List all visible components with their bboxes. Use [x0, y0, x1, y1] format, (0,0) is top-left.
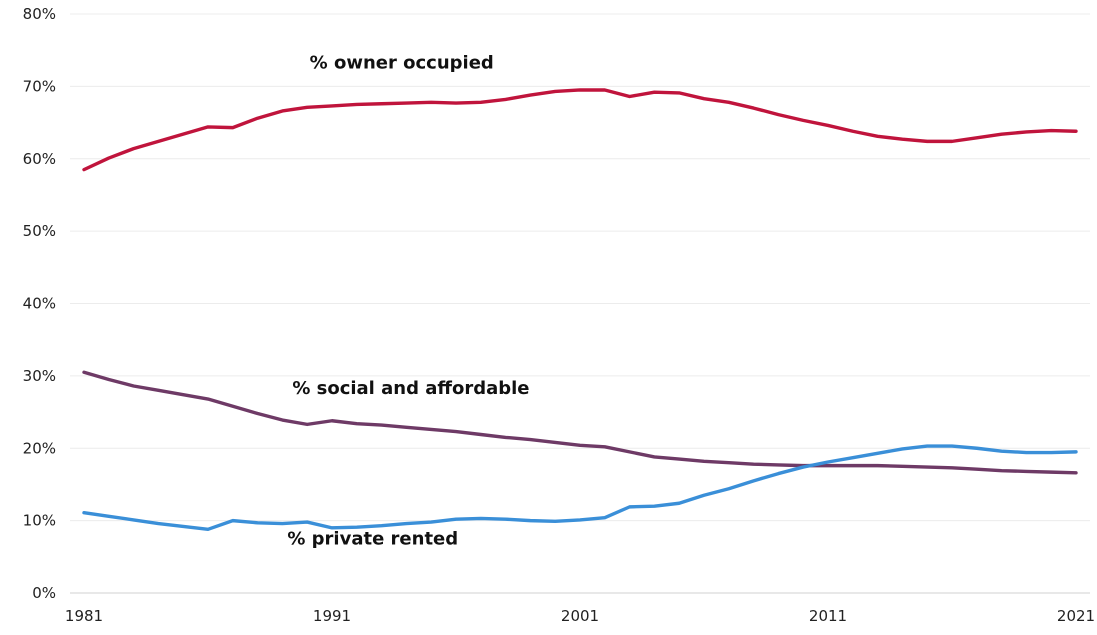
- x-tick-label: 2021: [1057, 607, 1095, 625]
- y-tick-label: 0%: [32, 584, 56, 602]
- series-lines: [82, 88, 1078, 532]
- series-label-private-rented: % private rented: [287, 529, 458, 550]
- series-label-social-and-affordable: % social and affordable: [292, 378, 529, 399]
- x-tick-label: 2011: [809, 607, 847, 625]
- y-axis-tick-labels: 0% 10% 20% 30% 40% 50% 60% 70% 80%: [23, 5, 56, 602]
- y-tick-label: 60%: [23, 150, 56, 168]
- y-tick-label: 20%: [23, 439, 56, 457]
- series-line-private-rented: [82, 444, 1078, 532]
- y-tick-label: 40%: [23, 295, 56, 313]
- x-tick-label: 1991: [313, 607, 351, 625]
- y-tick-label: 80%: [23, 5, 56, 23]
- y-tick-label: 30%: [23, 367, 56, 385]
- y-tick-label: 50%: [23, 222, 56, 240]
- series-line-social-and-affordable: [82, 370, 1078, 475]
- x-tick-label: 1981: [65, 607, 103, 625]
- series-line-owner-occupied: [82, 88, 1078, 172]
- x-axis-tick-labels: 1981 1991 2001 2011 2021: [65, 607, 1095, 625]
- y-tick-label: 10%: [23, 512, 56, 530]
- gridlines: [70, 13, 1090, 594]
- series-label-owner-occupied: % owner occupied: [310, 52, 494, 73]
- series-labels: % owner occupied % social and affordable%…: [287, 52, 529, 549]
- x-tick-label: 2001: [561, 607, 599, 625]
- y-tick-label: 70%: [23, 77, 56, 95]
